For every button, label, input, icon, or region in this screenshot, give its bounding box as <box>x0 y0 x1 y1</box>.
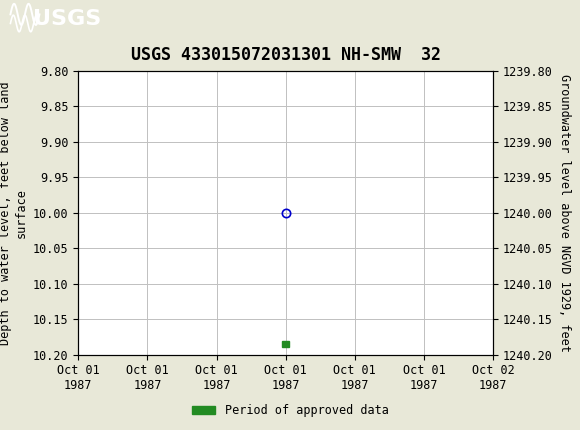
Bar <box>282 341 289 347</box>
Legend: Period of approved data: Period of approved data <box>187 399 393 422</box>
Y-axis label: Depth to water level, feet below land
surface: Depth to water level, feet below land su… <box>0 81 27 345</box>
Title: USGS 433015072031301 NH-SMW  32: USGS 433015072031301 NH-SMW 32 <box>130 46 441 64</box>
Text: USGS: USGS <box>32 9 101 29</box>
Y-axis label: Groundwater level above NGVD 1929, feet: Groundwater level above NGVD 1929, feet <box>558 74 571 352</box>
